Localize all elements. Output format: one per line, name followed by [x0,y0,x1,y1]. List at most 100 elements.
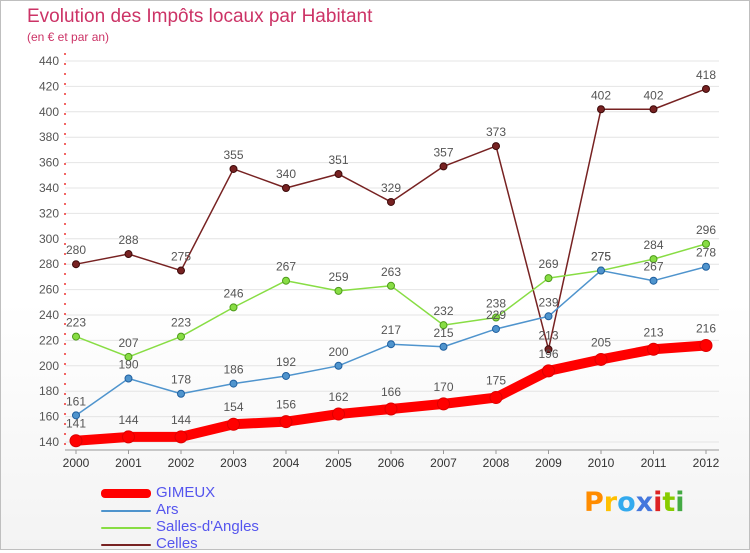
data-point [702,262,710,271]
chart-subtitle: (en € et par an) [27,30,110,44]
data-label: 239 [538,295,558,309]
y-tick-label: 180 [39,384,59,398]
data-label: 418 [696,68,716,82]
data-label: 275 [171,250,191,264]
data-point [72,332,80,341]
data-label: 267 [276,260,296,274]
data-point [544,345,553,354]
data-point [492,142,500,151]
data-label: 351 [328,153,348,167]
data-point [72,260,80,269]
legend-item: Salles-d'Angles [101,518,301,536]
data-point [439,162,448,171]
y-tick-label: 300 [39,232,59,246]
data-label: 196 [538,347,558,361]
data-label: 275 [591,250,611,264]
data-point [702,239,710,248]
data-point [439,342,448,351]
series-celles: 280 288 275 355 340 351 329 357 373 213 402 402 418 [66,68,716,354]
x-tick-label: 2002 [168,456,195,470]
data-point [597,105,605,114]
logo-letter: t [662,487,676,518]
data-point [124,374,133,383]
logo-letter: i [675,487,685,518]
data-label: 288 [118,233,138,247]
logo-letter: P [584,487,604,518]
data-point [492,313,500,322]
data-label: 190 [118,358,138,372]
data-point [439,321,448,330]
data-label: 278 [696,246,716,260]
data-point [597,266,605,275]
data-label: 402 [591,88,611,102]
data-point [649,276,658,285]
y-tick-label: 280 [39,257,59,271]
data-label: 263 [381,265,401,279]
data-point [387,197,395,206]
data-label: 238 [486,297,506,311]
data-label: 175 [486,374,506,388]
y-tick-label: 400 [39,105,59,119]
data-label: 357 [433,145,453,159]
data-point [437,397,450,411]
data-label: 355 [223,148,243,162]
data-label: 223 [171,316,191,330]
legend-swatch [101,527,151,529]
proxiti-logo: Proxiti [584,487,685,518]
y-tick-label: 360 [39,156,59,170]
data-label: 229 [486,308,506,322]
data-point [649,105,658,114]
x-tick-label: 2011 [641,456,667,470]
x-tick-label: 2003 [220,456,247,470]
data-point [649,255,658,264]
data-point [177,332,185,341]
data-point [124,250,133,259]
data-point [227,417,240,431]
data-point [72,411,80,420]
data-label: 186 [223,363,243,377]
data-point [334,286,343,295]
chart-title: Evolution des Impôts locaux par Habitant [27,6,373,27]
logo-letter: i [653,487,663,518]
legend-label: GIMEUX [156,484,216,501]
data-point [387,281,395,290]
y-tick-label: 200 [39,359,59,373]
data-point [334,170,343,179]
data-label: 296 [696,223,716,237]
data-label: 144 [171,413,191,427]
data-label: 207 [118,336,138,350]
data-label: 162 [328,390,348,404]
x-tick-label: 2010 [588,456,615,470]
legend-item: GIMEUX [101,484,301,502]
data-point [544,312,553,321]
x-tick-label: 2005 [325,456,352,470]
data-label: 205 [591,335,611,349]
data-point [177,266,185,275]
data-label: 267 [643,260,663,274]
y-tick-label: 260 [39,283,59,297]
data-label: 216 [696,321,716,335]
data-label: 284 [643,238,663,252]
data-point [542,364,555,378]
data-point [489,391,503,405]
x-tick-label: 2006 [378,456,405,470]
data-label: 402 [643,88,663,102]
data-point [702,84,710,93]
data-point [544,274,553,283]
x-tick-label: 2004 [273,456,300,470]
data-point [229,379,238,388]
data-point [124,352,133,361]
series-gimeux: 141 144 144 154 156 162 166 170 175 196 205 213 216 [66,321,716,448]
data-label: 373 [486,125,506,139]
y-tick-label: 380 [39,130,59,144]
data-label: 154 [223,400,243,414]
series-line [75,88,707,351]
data-label: 340 [276,167,296,181]
data-point [699,338,713,352]
data-label: 156 [276,398,296,412]
data-point [282,371,290,380]
data-label: 170 [433,380,453,394]
y-tick-label: 240 [39,308,59,322]
